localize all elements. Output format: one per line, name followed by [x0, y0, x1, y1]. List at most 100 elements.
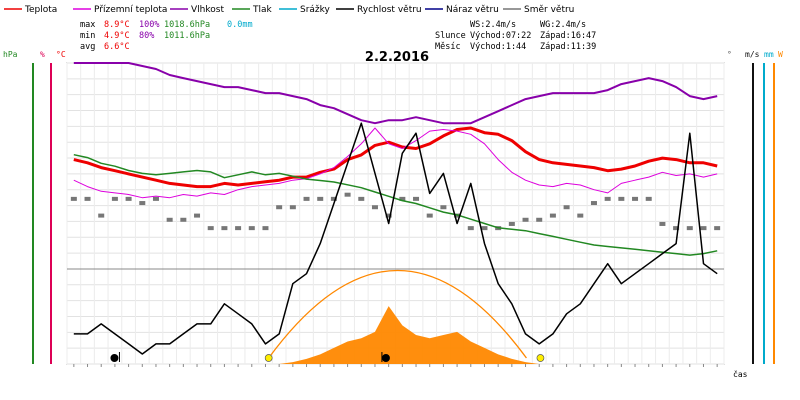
wind-direction-point: [632, 196, 639, 201]
wind-direction-point: [344, 192, 351, 197]
series-line-tlak: [73, 153, 718, 256]
legend-item: Teplota: [24, 5, 57, 15]
wind-direction-point: [549, 213, 556, 218]
series-line-teplota: [73, 126, 718, 189]
axis-label-hpa: hPa: [3, 50, 18, 59]
stat-avg-label: avg: [80, 42, 95, 52]
ms-axis-bar: [752, 63, 754, 364]
wind-direction-point: [330, 196, 337, 201]
wind-direction-point: [481, 226, 488, 231]
legend-item: Rychlost větru: [357, 5, 422, 15]
sun-path: [268, 269, 527, 359]
pct-axis-bar: [50, 63, 52, 364]
moonrise-marker: [110, 354, 119, 362]
moon-set: Západ:11:39: [540, 42, 596, 52]
stat-max-press: 1018.6hPa: [164, 20, 210, 30]
wind-direction-point: [563, 205, 570, 210]
sunset-marker: [536, 354, 545, 362]
legend-item: Směr větru: [524, 5, 574, 15]
axis-label-ms: m/s: [745, 50, 760, 59]
wind-direction-point: [139, 201, 146, 206]
axis-label-w: W: [778, 50, 783, 59]
stat-min-press: 1011.6hPa: [164, 31, 210, 41]
legend-item: Srážky: [300, 5, 331, 15]
sun-rise: Východ:07:22: [470, 31, 531, 41]
wind-direction-point: [536, 217, 543, 222]
sun-set: Západ:16:47: [540, 31, 596, 41]
wind-direction-point: [98, 213, 105, 218]
moonset-marker: [381, 354, 390, 362]
solar-radiation-area: [73, 306, 718, 364]
wind-direction-point: [700, 226, 707, 231]
mm-axis-bar: [763, 63, 765, 364]
wind-direction-point: [358, 196, 365, 201]
legend-item: Náraz větru: [446, 5, 499, 15]
wind-direction-point: [289, 205, 296, 210]
wind-direction-point: [207, 226, 214, 231]
wind-direction-point: [70, 196, 77, 201]
axis-label-deg: °: [727, 50, 732, 59]
wind-direction-point: [686, 226, 693, 231]
wind-direction-point: [248, 226, 255, 231]
stat-max-label: max: [80, 20, 95, 30]
w-axis-bar: [773, 63, 775, 364]
x-axis-label: čas: [733, 369, 748, 379]
stat-max-temp: 8.9°C: [104, 20, 130, 30]
wind-direction-point: [371, 205, 378, 210]
sun-label: Slunce: [435, 31, 466, 41]
x-axis-ticks: [73, 364, 718, 367]
stat-max-hum: 100%: [139, 20, 159, 30]
axis-label-degc: °C: [56, 50, 66, 59]
wind-direction-point: [262, 226, 269, 231]
hpa-axis-bar: [32, 63, 34, 364]
wind-direction-point: [673, 226, 680, 231]
legend-item: Tlak: [252, 5, 273, 15]
event-markers: [110, 352, 545, 362]
solar-radiation: [73, 306, 718, 364]
wind-direction-point: [590, 201, 597, 206]
wind-direction-point: [577, 213, 584, 218]
wind-direction-point: [714, 226, 721, 231]
wind-direction-points: [70, 192, 721, 231]
wind-direction-point: [440, 205, 447, 210]
wind-direction-point: [522, 217, 529, 222]
wind-direction-point: [399, 196, 406, 201]
wind-direction-point: [276, 205, 283, 210]
series-line-rychlost-v-tru: [73, 122, 718, 355]
moon-label: Měsíc: [435, 42, 461, 52]
wind-direction-point: [618, 196, 625, 201]
wind-gust-info: WG:2.4m/s: [540, 20, 586, 30]
wind-direction-point: [645, 196, 652, 201]
stat-min-temp: 4.9°C: [104, 31, 130, 41]
legend: Teplota Přízemní teplota Vlhkost Tlak Sr…: [4, 5, 574, 15]
legend-item: Vlhkost: [191, 5, 224, 15]
legend-item: Přízemní teplota: [94, 5, 167, 15]
wind-direction-point: [111, 196, 118, 201]
stats-block: max 8.9°C 100% 1018.6hPa 0.0mm min 4.9°C…: [80, 20, 253, 52]
axis-label-pct: %: [40, 50, 45, 59]
wind-direction-point: [303, 196, 310, 201]
chart-title: 2.2.2016: [365, 50, 429, 65]
moon-rise: Východ:1:44: [470, 42, 526, 52]
wind-direction-point: [194, 213, 201, 218]
wind-direction-point: [317, 196, 324, 201]
wind-direction-point: [84, 196, 91, 201]
astro-info: WS:2.4m/s WG:2.4m/s Slunce Východ:07:22 …: [435, 20, 596, 52]
sunrise-marker: [264, 354, 273, 362]
wind-direction-point: [152, 196, 159, 201]
wind-direction-point: [426, 213, 433, 218]
wind-direction-point: [467, 226, 474, 231]
stat-avg-temp: 6.6°C: [104, 42, 130, 52]
series-lines: [73, 62, 718, 355]
stat-min-hum: 80%: [139, 31, 154, 41]
wind-direction-point: [180, 217, 187, 222]
stat-max-rain: 0.0mm: [227, 20, 253, 30]
wind-direction-point: [604, 196, 611, 201]
wind-direction-point: [166, 217, 173, 222]
wind-direction-point: [221, 226, 228, 231]
wind-direction-point: [125, 196, 132, 201]
axis-label-mm: mm: [764, 50, 774, 59]
series-line-p-zemn-teplota: [73, 127, 718, 199]
wind-speed-info: WS:2.4m/s: [470, 20, 516, 30]
